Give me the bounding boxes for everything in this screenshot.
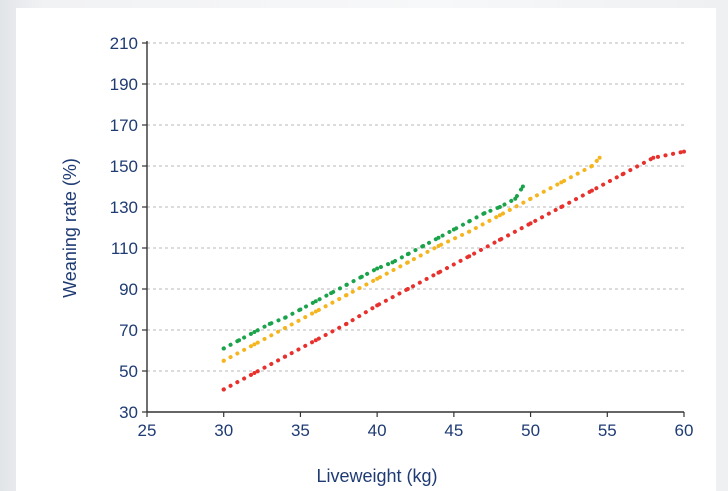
- grid-lines: [147, 42, 684, 372]
- series-2-point-5: [375, 303, 380, 308]
- x-tick-label-40: 40: [368, 421, 387, 440]
- series-1-point-9: [497, 213, 502, 218]
- series-0-point-3: [267, 321, 272, 326]
- series-1-point-6: [405, 260, 410, 265]
- series-2-point-7: [436, 270, 441, 275]
- series-2-point-15: [682, 149, 686, 154]
- y-tick-label-190: 190: [110, 75, 138, 94]
- series-2-point-11: [559, 205, 564, 209]
- series-0-point-7: [329, 291, 334, 296]
- series-layer: [221, 149, 686, 392]
- series-0-point-20: [520, 184, 525, 189]
- x-axis-title: Liveweight (kg): [316, 466, 437, 486]
- series-0-point-13: [421, 243, 426, 248]
- series-2-point-14: [651, 155, 656, 160]
- series-0-point-0: [221, 346, 226, 351]
- x-tick-label-55: 55: [598, 421, 617, 440]
- x-tick-label-30: 30: [214, 421, 233, 440]
- y-tick-label-130: 130: [110, 198, 138, 217]
- series-0-point-5: [298, 307, 303, 312]
- series-1-point-11: [559, 180, 564, 185]
- y-tick-label-150: 150: [110, 157, 138, 176]
- series-0-point-16: [467, 219, 472, 224]
- series-0-point-19: [513, 196, 518, 201]
- x-tick-label-45: 45: [444, 421, 463, 440]
- series-1-point-10: [528, 196, 533, 201]
- series-2-point-9: [497, 237, 502, 242]
- y-tick-label-90: 90: [119, 280, 138, 299]
- series-2-point-3: [313, 338, 318, 343]
- series-0-point-12: [405, 252, 410, 257]
- y-axis-title: Weaning rate (%): [60, 158, 80, 298]
- y-tick-label-30: 30: [119, 403, 138, 422]
- series-0-point-8: [344, 282, 349, 287]
- x-tick-label-25: 25: [138, 421, 157, 440]
- series-2-point-10: [528, 221, 533, 226]
- series-1-point-0: [221, 358, 226, 363]
- series-0-point-6: [313, 299, 318, 304]
- series-1-point-13: [597, 155, 602, 160]
- y-tick-label-70: 70: [119, 321, 138, 340]
- y-tick-label-50: 50: [119, 362, 138, 381]
- series-1-point-1: [252, 342, 257, 347]
- series-2-point-12: [589, 188, 594, 193]
- y-tick-label-110: 110: [111, 239, 138, 258]
- series-0-point-11: [390, 260, 395, 265]
- series-1-point-7: [436, 243, 441, 248]
- series-2-point-2: [283, 354, 288, 359]
- series-2-point-1: [252, 371, 257, 376]
- series-2-point-6: [405, 287, 410, 291]
- series-2-point-13: [620, 172, 625, 177]
- x-tick-label-60: 60: [675, 421, 694, 440]
- x-tick-label-35: 35: [291, 421, 310, 440]
- series-1-line: [221, 155, 602, 363]
- series-0-point-2: [252, 330, 257, 335]
- series-1-point-4: [344, 293, 349, 298]
- series-2-line: [221, 149, 686, 392]
- series-0-point-14: [436, 235, 441, 240]
- series-0-point-9: [359, 274, 364, 279]
- series-2-point-8: [467, 254, 472, 259]
- y-tick-label-210: 210: [110, 34, 138, 53]
- series-2: [221, 149, 686, 392]
- axes: [142, 41, 685, 417]
- series-0-point-15: [451, 227, 456, 232]
- series-1-point-12: [589, 164, 594, 168]
- series-0: [221, 184, 525, 351]
- series-2-point-0: [221, 387, 226, 392]
- series-0-point-1: [237, 338, 242, 343]
- x-tick-label-50: 50: [521, 421, 540, 440]
- series-1-point-2: [283, 325, 288, 330]
- series-0-point-4: [283, 315, 288, 320]
- series-1-point-8: [467, 229, 472, 234]
- series-0-point-17: [482, 211, 487, 216]
- chart-panel: [16, 8, 716, 491]
- series-1: [221, 155, 602, 363]
- series-1-point-3: [313, 309, 318, 314]
- series-0-point-18: [497, 205, 502, 209]
- series-2-point-4: [344, 321, 349, 326]
- series-1-point-5: [375, 276, 380, 281]
- y-tick-label-170: 170: [110, 116, 138, 135]
- series-0-point-10: [375, 266, 380, 271]
